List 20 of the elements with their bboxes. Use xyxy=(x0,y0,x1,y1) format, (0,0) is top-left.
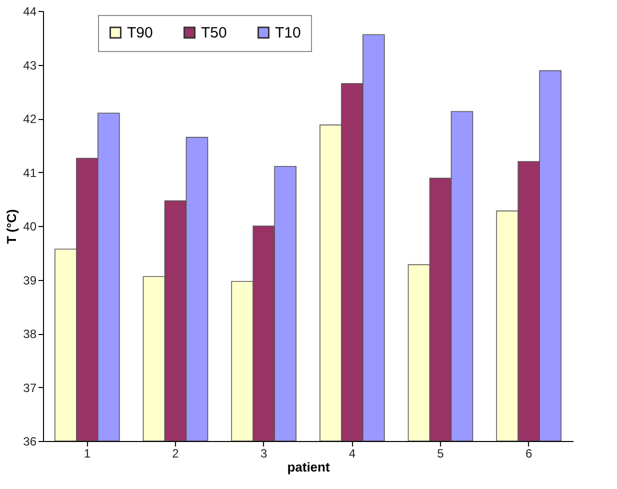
x-tick-label: 3 xyxy=(260,446,268,460)
y-tick-label: 37 xyxy=(23,380,37,395)
x-tick-label: 4 xyxy=(348,446,356,460)
y-tick-label: 38 xyxy=(23,327,37,341)
y-tick-label: 39 xyxy=(23,273,37,288)
y-axis-title: T (°C) xyxy=(4,209,20,244)
x-tick-label: 5 xyxy=(437,446,444,460)
y-tick-label: 44 xyxy=(23,4,37,18)
y-tick-label: 40 xyxy=(23,220,37,234)
y-tick-label: 42 xyxy=(23,112,37,126)
y-tick-label: 36 xyxy=(23,434,37,448)
x-tick-label: 1 xyxy=(84,446,91,460)
y-tick-label: 43 xyxy=(23,58,37,72)
legend-label: T90 xyxy=(127,24,153,42)
legend-label: T10 xyxy=(275,24,301,42)
y-tick-label: 41 xyxy=(23,166,37,180)
x-tick-label: 6 xyxy=(525,446,532,460)
x-tick-label: 2 xyxy=(172,446,180,460)
legend-label: T50 xyxy=(201,24,227,42)
x-axis-title: patient xyxy=(287,460,330,474)
